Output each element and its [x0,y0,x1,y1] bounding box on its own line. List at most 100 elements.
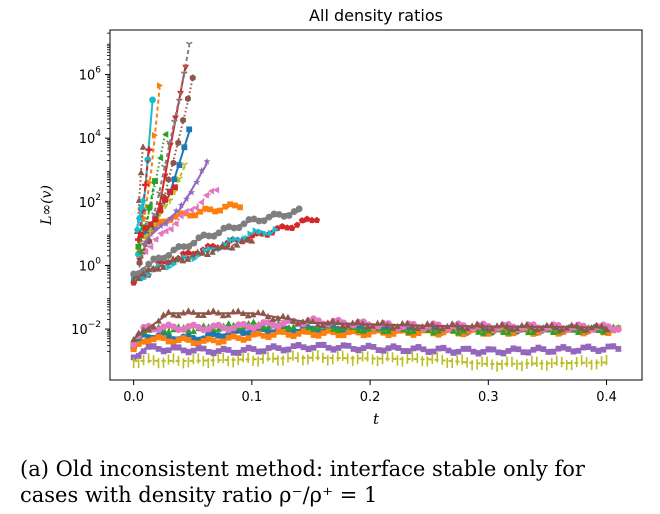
figure-caption: (a) Old inconsistent method: interface s… [20,456,656,508]
data-point [251,346,257,352]
data-point [216,229,223,236]
data-point [261,333,267,339]
data-point [181,335,187,341]
data-point [426,349,432,355]
data-point [301,344,307,350]
series-4 [134,350,607,371]
data-point [186,349,192,355]
data-point [185,95,191,102]
data-point [211,337,217,343]
data-point [296,205,303,212]
data-point [146,344,152,350]
data-point [595,348,601,354]
data-point [151,343,157,349]
x-tick-label: 0.1 [242,390,263,405]
data-point [138,232,144,238]
data-point [161,348,167,354]
y-tick-base: 10 [79,196,96,211]
data-point [441,345,447,351]
data-point [296,331,302,337]
data-point [191,348,197,354]
series-line [134,358,607,364]
data-point [232,203,238,209]
data-point [615,326,622,333]
data-point [212,209,218,215]
data-point [241,347,247,353]
data-point [371,344,377,350]
data-point [211,350,217,356]
data-point [511,345,517,351]
data-point [491,347,497,353]
data-point [180,117,186,124]
data-point [341,342,347,348]
y-tick-base: 10 [79,132,96,147]
data-point [280,313,287,319]
data-point [486,346,492,352]
y-tick-exponent: −2 [88,320,101,330]
x-tick-label: 0.0 [123,390,144,405]
data-point [226,335,232,341]
data-point [146,338,152,344]
data-point [296,342,302,348]
data-point [206,349,212,355]
y-tick-exponent: 4 [95,129,101,139]
data-point [192,212,198,218]
data-point [181,144,187,150]
data-point [366,343,372,349]
data-point [157,207,163,213]
data-point [210,307,217,313]
data-point [551,349,557,355]
data-point [556,346,562,352]
data-point [231,350,237,356]
y-tick-base: 10 [71,323,88,338]
data-point [336,332,342,338]
data-point [141,348,147,354]
data-point [266,345,272,351]
y-tick-base: 10 [79,259,96,274]
y-axis-label: L∞(v) [39,185,55,226]
data-point [146,146,153,153]
data-point [217,208,223,214]
data-point [256,349,262,355]
data-point [231,333,237,339]
data-point [216,340,222,346]
caption-line-1: (a) Old inconsistent method: interface s… [20,456,656,482]
data-point [281,329,287,335]
x-tick-label: 0.3 [478,390,499,405]
data-point [531,347,537,353]
data-point [590,346,596,352]
data-point [471,349,477,355]
data-point [496,349,502,355]
data-point [190,309,197,315]
data-point [203,158,210,165]
data-point [580,345,586,351]
data-point [381,348,387,354]
data-point [501,351,507,357]
y-tick-exponent: 6 [95,66,101,76]
data-point [436,346,442,352]
y-tick-label: 102 [79,193,101,211]
data-point [172,184,178,190]
data-point [201,346,207,352]
data-point [221,346,227,352]
data-point [570,349,576,355]
data-point [521,349,527,355]
data-point [451,350,457,356]
data-point [314,217,320,223]
data-point [285,314,292,320]
data-point [241,337,247,343]
data-point [341,332,347,338]
data-point [147,205,153,211]
data-point [235,307,242,313]
data-point [326,328,332,334]
data-point [203,192,209,199]
data-point [331,347,337,353]
data-point [251,332,257,338]
data-point [376,347,382,353]
data-point [227,201,233,207]
data-point [605,344,611,350]
data-point [600,347,606,353]
data-point [411,345,417,351]
data-point [166,176,172,183]
data-point [226,347,232,353]
